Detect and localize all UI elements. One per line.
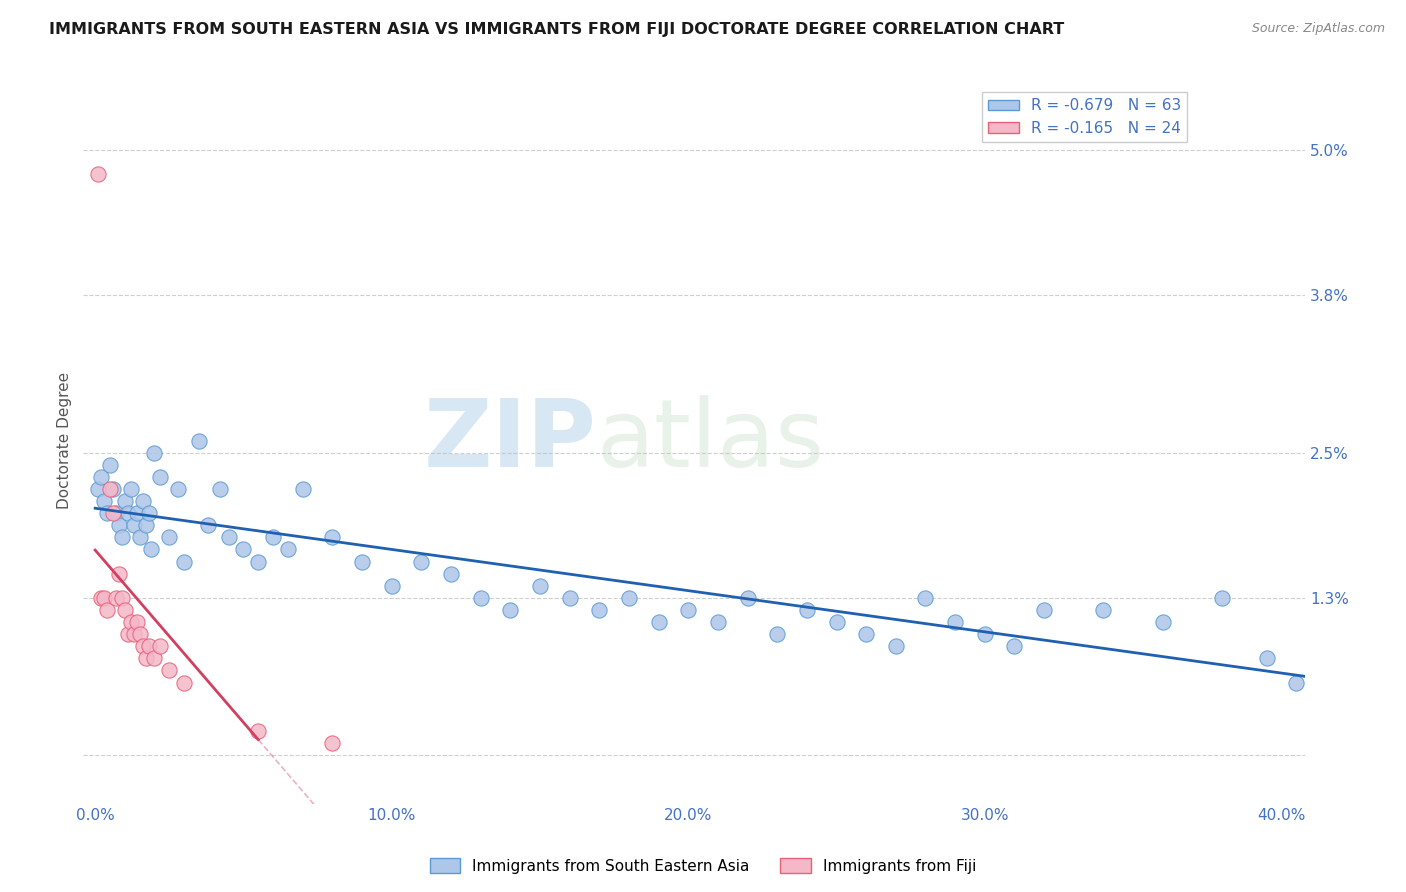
Point <box>111 530 134 544</box>
Point <box>135 518 157 533</box>
Point <box>943 615 966 629</box>
Point <box>825 615 848 629</box>
Point <box>1092 603 1115 617</box>
Point <box>101 482 124 496</box>
Point <box>1004 640 1026 654</box>
Point <box>411 555 433 569</box>
Point <box>120 615 142 629</box>
Point <box>111 591 134 605</box>
Point <box>157 664 180 678</box>
Point <box>291 482 314 496</box>
Point <box>143 445 166 459</box>
Point <box>122 627 145 641</box>
Point <box>1033 603 1056 617</box>
Point <box>131 640 153 654</box>
Point <box>197 518 219 533</box>
Point <box>218 530 240 544</box>
Point <box>855 627 877 641</box>
Point <box>167 482 190 496</box>
Point <box>104 591 127 605</box>
Y-axis label: Doctorate Degree: Doctorate Degree <box>58 372 72 509</box>
Point <box>440 566 463 581</box>
Point <box>101 506 124 520</box>
Point <box>122 518 145 533</box>
Point <box>117 506 139 520</box>
Point <box>262 530 284 544</box>
Point <box>149 640 172 654</box>
Point <box>321 530 343 544</box>
Point <box>138 506 160 520</box>
Point <box>114 603 136 617</box>
Point <box>138 640 160 654</box>
Point <box>98 458 121 472</box>
Point <box>678 603 700 617</box>
Point <box>108 518 131 533</box>
Point <box>90 470 112 484</box>
Point <box>120 482 142 496</box>
Point <box>114 494 136 508</box>
Point <box>247 724 270 739</box>
Point <box>173 555 195 569</box>
Point <box>93 591 115 605</box>
Point <box>208 482 231 496</box>
Point <box>1152 615 1174 629</box>
Point <box>707 615 730 629</box>
Point <box>381 579 404 593</box>
Point <box>588 603 610 617</box>
Point <box>558 591 581 605</box>
Point <box>173 675 195 690</box>
Point <box>914 591 936 605</box>
Point <box>187 434 209 448</box>
Point <box>131 494 153 508</box>
Point <box>141 542 163 557</box>
Point <box>108 566 131 581</box>
Point <box>135 651 157 665</box>
Point <box>96 603 118 617</box>
Point <box>884 640 907 654</box>
Point <box>277 542 299 557</box>
Point <box>247 555 270 569</box>
Point <box>499 603 522 617</box>
Point <box>90 591 112 605</box>
Text: Source: ZipAtlas.com: Source: ZipAtlas.com <box>1251 22 1385 36</box>
Point <box>125 506 148 520</box>
Point <box>93 494 115 508</box>
Point <box>766 627 789 641</box>
Point <box>128 627 150 641</box>
Point <box>149 470 172 484</box>
Point <box>973 627 995 641</box>
Point <box>737 591 759 605</box>
Point <box>1285 675 1308 690</box>
Text: ZIP: ZIP <box>423 394 596 486</box>
Point <box>104 506 127 520</box>
Text: atlas: atlas <box>596 394 825 486</box>
Point <box>352 555 374 569</box>
Legend: R = -0.679   N = 63, R = -0.165   N = 24: R = -0.679 N = 63, R = -0.165 N = 24 <box>983 93 1188 142</box>
Point <box>1211 591 1233 605</box>
Legend: Immigrants from South Eastern Asia, Immigrants from Fiji: Immigrants from South Eastern Asia, Immi… <box>423 852 983 880</box>
Point <box>87 482 110 496</box>
Text: IMMIGRANTS FROM SOUTH EASTERN ASIA VS IMMIGRANTS FROM FIJI DOCTORATE DEGREE CORR: IMMIGRANTS FROM SOUTH EASTERN ASIA VS IM… <box>49 22 1064 37</box>
Point <box>232 542 254 557</box>
Point <box>1256 651 1278 665</box>
Point <box>157 530 180 544</box>
Point <box>96 506 118 520</box>
Point <box>98 482 121 496</box>
Point <box>117 627 139 641</box>
Point <box>143 651 166 665</box>
Point <box>128 530 150 544</box>
Point <box>529 579 551 593</box>
Point <box>796 603 818 617</box>
Point <box>87 167 110 181</box>
Point <box>470 591 492 605</box>
Point <box>321 736 343 750</box>
Point <box>617 591 640 605</box>
Point <box>647 615 669 629</box>
Point <box>125 615 148 629</box>
